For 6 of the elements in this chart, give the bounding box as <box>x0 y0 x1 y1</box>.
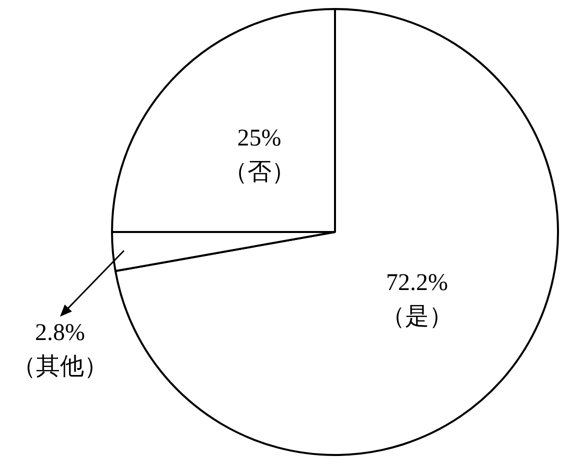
slice-label: （否） <box>223 160 296 186</box>
slice-label: （是） <box>381 304 454 330</box>
slice-label: （其他） <box>12 354 108 380</box>
data-label: 72.2% <box>386 270 448 296</box>
data-label: 2.8% <box>35 320 85 346</box>
data-label: 25% <box>237 126 282 152</box>
